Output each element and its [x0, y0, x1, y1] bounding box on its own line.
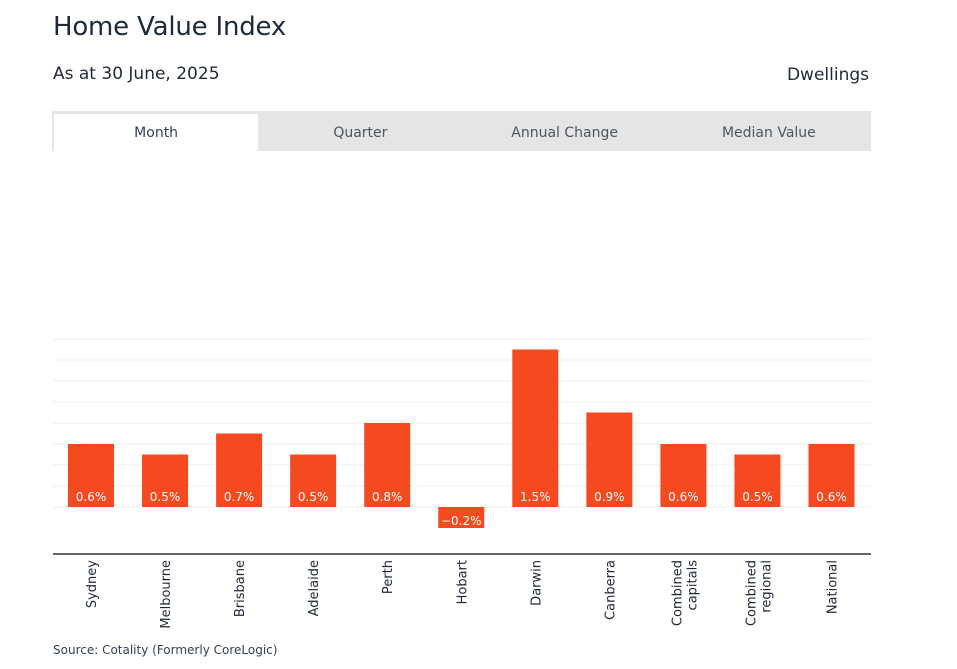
tick-label: Canberra [603, 560, 618, 620]
bar [512, 349, 559, 507]
tab-median-value[interactable]: Median Value [721, 124, 816, 141]
data-label: 0.7% [224, 490, 255, 504]
tick-label-line: regional [759, 560, 774, 613]
tick-label: Combinedcapitals [670, 560, 700, 626]
data-label: 0.6% [668, 490, 699, 504]
tick-label-line: Canberra [603, 560, 618, 620]
tab-annual-change[interactable]: Annual Change [511, 124, 618, 141]
tick-label-line: Combined [744, 560, 759, 626]
tick-label-line: Hobart [455, 560, 470, 604]
bar [660, 444, 707, 507]
tick-label: Adelaide [307, 560, 322, 616]
tick-label: Melbourne [159, 560, 174, 629]
data-label: 0.5% [298, 490, 329, 504]
tick-label-line: Sydney [85, 560, 100, 608]
tick-label-line: Perth [381, 560, 396, 594]
bar [364, 423, 411, 507]
data-label: 0.9% [594, 490, 625, 504]
source-note: Source: Cotality (Formerly CoreLogic) [53, 643, 278, 657]
bar [216, 433, 263, 507]
tick-label-line: Adelaide [307, 560, 322, 616]
bar [734, 454, 781, 507]
bar [808, 444, 855, 507]
bar [142, 454, 189, 507]
tab-quarter[interactable]: Quarter [333, 124, 388, 141]
chart-title: Home Value Index [53, 12, 287, 42]
tick-label: Perth [381, 560, 396, 594]
tick-label: Hobart [455, 560, 470, 604]
tick-label-line: capitals [685, 560, 700, 611]
data-label: −0.2% [441, 514, 482, 528]
tick-label: Brisbane [233, 560, 248, 617]
tick-label: Sydney [85, 560, 100, 608]
bar [586, 412, 633, 507]
dwellings-label: Dwellings [786, 65, 869, 85]
tick-label: Darwin [529, 560, 544, 606]
tick-label-line: Brisbane [233, 560, 248, 617]
bar [290, 454, 337, 507]
bar [438, 507, 485, 528]
data-label: 0.6% [76, 490, 107, 504]
data-label: 0.6% [816, 490, 847, 504]
tick-label-line: Combined [670, 560, 685, 626]
tab-bar: Month Quarter Annual Change Median Value [52, 111, 871, 151]
tick-label-line: Darwin [529, 560, 544, 606]
data-label: 1.5% [520, 490, 551, 504]
data-label: 0.5% [742, 490, 773, 504]
data-label: 0.5% [150, 490, 181, 504]
data-label: 0.8% [372, 490, 403, 504]
tick-label: Combinedregional [744, 560, 774, 626]
bar [68, 444, 114, 507]
tick-label-line: Melbourne [159, 560, 174, 629]
tab-month[interactable]: Month [54, 114, 259, 151]
tick-label: National [826, 560, 841, 614]
as-at-date: As at 30 June, 2025 [53, 64, 220, 84]
tick-label-line: National [826, 560, 841, 614]
